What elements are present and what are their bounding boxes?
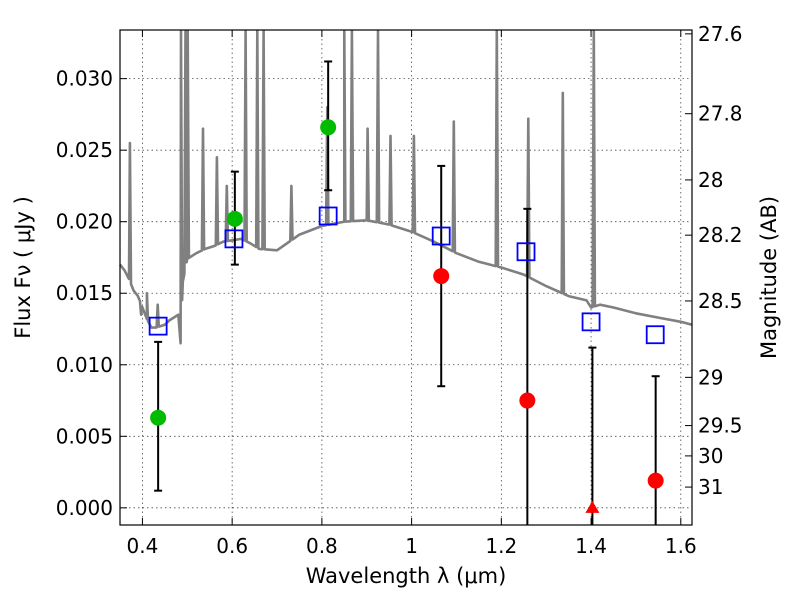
x-tick-label: 0.8 <box>306 534 338 558</box>
y-tick-label: 0.020 <box>56 210 113 234</box>
spectrum-layer <box>118 29 693 345</box>
low-sn-point <box>433 268 450 285</box>
detection-point <box>226 210 243 227</box>
grid-lines <box>120 30 692 525</box>
right-tick-label: 28.2 <box>698 223 743 247</box>
y-tick-label: 0.010 <box>56 353 113 377</box>
x-tick-labels: 0.4 0.6 0.8 1 1.2 1.4 1.6 <box>127 534 697 558</box>
right-tick-label: 30 <box>698 444 723 468</box>
right-axis-label: Magnitude (AB) <box>757 196 781 359</box>
plot-frame <box>119 29 693 526</box>
x-axis-label: Wavelength λ (μm) <box>306 564 507 588</box>
x-tick-label: 1 <box>405 534 418 558</box>
ticks-layer <box>120 30 692 525</box>
model-photometry-box <box>431 226 451 246</box>
low-sn-point <box>647 472 664 489</box>
y-tick-label: 0.000 <box>56 496 113 520</box>
right-tick-label: 28 <box>698 168 723 192</box>
x-tick-label: 0.4 <box>127 534 159 558</box>
right-tick-label: 29 <box>698 365 723 389</box>
spectrum-line <box>118 29 693 345</box>
detection-point <box>320 119 337 136</box>
detection-point <box>150 409 167 426</box>
y-tick-label: 0.005 <box>56 424 113 448</box>
y-tick-label: 0.030 <box>56 67 113 91</box>
right-tick-label: 27.6 <box>698 22 743 46</box>
model-photometry-box <box>224 229 244 249</box>
model-photometry-box <box>645 325 665 345</box>
model-photometry-box <box>148 316 168 336</box>
model-photometry-box <box>516 242 536 262</box>
x-tick-label: 1.6 <box>665 534 697 558</box>
y-tick-labels: 0.000 0.005 0.010 0.015 0.020 0.025 0.030 <box>56 67 113 520</box>
right-tick-label: 31 <box>698 475 723 499</box>
y-tick-label: 0.025 <box>56 138 113 162</box>
upper-limit-marker <box>585 500 600 513</box>
x-tick-label: 1.2 <box>485 534 517 558</box>
right-tick-label: 28.5 <box>698 289 743 313</box>
points-layer <box>148 60 665 525</box>
right-tick-labels: 27.6 27.8 28 28.2 28.5 29 29.5 30 31 <box>698 22 743 499</box>
y-tick-label: 0.015 <box>56 281 113 305</box>
x-tick-label: 1.4 <box>575 534 607 558</box>
model-photometry-box <box>581 312 601 332</box>
right-tick-label: 29.5 <box>698 414 743 438</box>
y-axis-label: Flux Fν ( μJy ) <box>11 196 35 339</box>
model-photometry-box <box>318 206 338 226</box>
low-sn-point <box>519 392 536 409</box>
x-tick-label: 0.6 <box>216 534 248 558</box>
right-tick-label: 27.8 <box>698 102 743 126</box>
